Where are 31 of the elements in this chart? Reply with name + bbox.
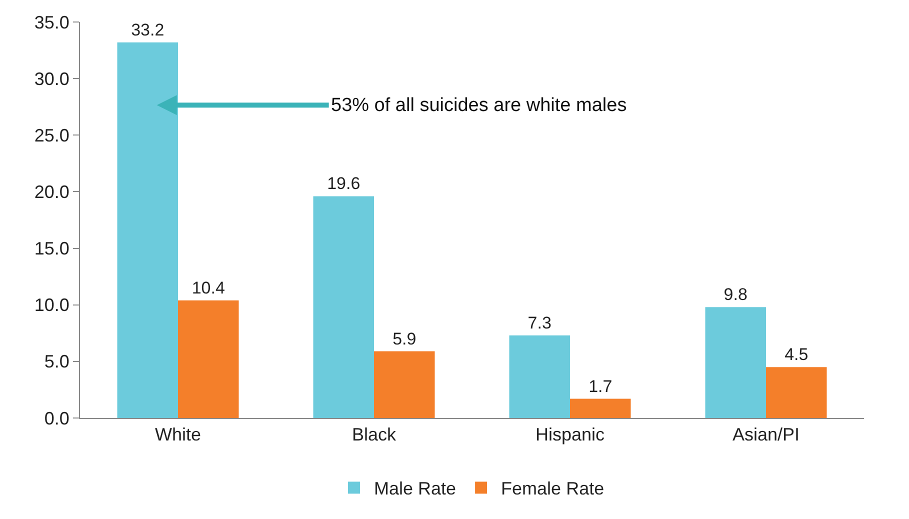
y-tick-label: 20.0 [34,182,70,202]
y-tick-label: 15.0 [34,238,70,259]
y-tick-label: 35.0 [34,12,70,32]
data-label: 33.2 [131,20,164,40]
y-tick-label: 0.0 [44,408,70,428]
x-tick-label: Asian/PI [732,424,800,445]
legend-label: Female Rate [501,478,604,499]
y-tick-label: 10.0 [34,295,70,316]
bar [117,42,178,418]
y-tick-label: 25.0 [34,125,70,146]
data-label: 10.4 [192,278,225,298]
x-tick-label: White [154,424,202,445]
data-label: 9.8 [724,285,748,304]
data-label: 7.3 [528,313,552,332]
y-tick-label: 5.0 [44,352,70,372]
annotation: 53% of all suicides are white males [331,95,627,116]
data-label: 5.9 [392,329,416,348]
bar [313,196,374,418]
bar [374,351,435,418]
data-label: 4.5 [784,345,808,364]
x-tick-label: Black [352,424,398,445]
bar [178,300,239,418]
bar [570,398,631,418]
legend-label: Male Rate [374,478,456,499]
data-label: 1.7 [588,376,612,396]
y-tick-label: 30.0 [34,68,70,89]
bar [766,367,827,418]
bar [705,307,766,418]
x-tick-label: Hispanic [535,424,605,445]
data-label: 19.6 [327,174,360,194]
bar [509,335,570,418]
